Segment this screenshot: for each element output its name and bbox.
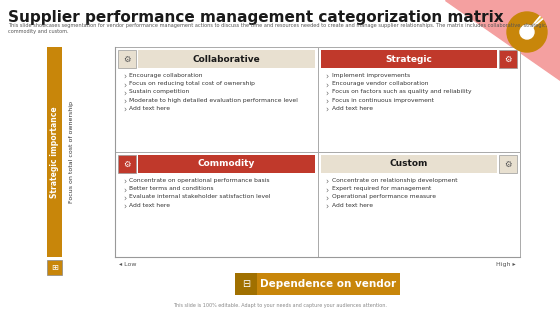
Text: Focus on reducing total cost of ownership: Focus on reducing total cost of ownershi… bbox=[129, 81, 255, 86]
Text: Concentrate on relationship development: Concentrate on relationship development bbox=[332, 178, 457, 183]
Text: ›: › bbox=[325, 89, 329, 98]
Text: Evaluate internal stakeholder satisfaction level: Evaluate internal stakeholder satisfacti… bbox=[129, 194, 270, 199]
Text: Add text here: Add text here bbox=[332, 106, 372, 111]
Text: ◂ Low: ◂ Low bbox=[119, 262, 137, 267]
Text: ⚙: ⚙ bbox=[123, 159, 130, 169]
Text: Implement improvements: Implement improvements bbox=[332, 73, 409, 78]
Polygon shape bbox=[445, 0, 560, 80]
Bar bbox=[115, 47, 318, 152]
Text: Dependence on vendor: Dependence on vendor bbox=[260, 279, 396, 289]
Text: Commodity: Commodity bbox=[198, 159, 255, 169]
Text: Sustain competition: Sustain competition bbox=[129, 89, 189, 94]
Bar bbox=[115, 152, 318, 257]
Bar bbox=[47, 260, 62, 275]
Text: ›: › bbox=[123, 73, 126, 82]
Bar bbox=[47, 47, 62, 257]
Text: Encourage vendor collaboration: Encourage vendor collaboration bbox=[332, 81, 428, 86]
Text: ›: › bbox=[325, 178, 329, 187]
Text: Collaborative: Collaborative bbox=[193, 54, 260, 64]
Text: ⚙: ⚙ bbox=[504, 159, 512, 169]
Text: ›: › bbox=[325, 73, 329, 82]
Text: ›: › bbox=[123, 89, 126, 98]
Bar bbox=[235, 273, 257, 295]
Bar bbox=[235, 273, 400, 295]
Text: ›: › bbox=[123, 106, 126, 115]
Text: ›: › bbox=[325, 98, 329, 106]
Text: ›: › bbox=[325, 194, 329, 203]
Text: Focus in continuous improvement: Focus in continuous improvement bbox=[332, 98, 433, 103]
Text: Expert required for management: Expert required for management bbox=[332, 186, 431, 191]
Text: Moderate to high detailed evaluation performance level: Moderate to high detailed evaluation per… bbox=[129, 98, 298, 103]
Text: ›: › bbox=[325, 106, 329, 115]
Text: Strategic: Strategic bbox=[385, 54, 432, 64]
Text: ›: › bbox=[325, 203, 329, 212]
Bar bbox=[138, 50, 315, 68]
Text: Supplier performance management categorization matrix: Supplier performance management categori… bbox=[8, 10, 503, 25]
Text: This slide is 100% editable. Adapt to your needs and capture your audiences atte: This slide is 100% editable. Adapt to yo… bbox=[173, 303, 387, 308]
Text: ›: › bbox=[123, 194, 126, 203]
Bar bbox=[138, 155, 315, 173]
Text: ⚙: ⚙ bbox=[504, 54, 512, 64]
Wedge shape bbox=[527, 17, 542, 32]
Text: ›: › bbox=[123, 203, 126, 212]
Text: Operational performance measure: Operational performance measure bbox=[332, 194, 436, 199]
Text: ⚙: ⚙ bbox=[123, 54, 130, 64]
Text: ›: › bbox=[123, 178, 126, 187]
Text: ⊟: ⊟ bbox=[242, 279, 250, 289]
Text: Focus on total cost of ownership: Focus on total cost of ownership bbox=[69, 101, 74, 203]
Wedge shape bbox=[507, 12, 547, 52]
Text: ⊞: ⊞ bbox=[51, 263, 58, 272]
Text: Better terms and conditions: Better terms and conditions bbox=[129, 186, 213, 191]
Bar bbox=[499, 50, 517, 68]
Text: High ▸: High ▸ bbox=[496, 262, 516, 267]
Bar bbox=[320, 155, 497, 173]
Text: Strategic importance: Strategic importance bbox=[50, 106, 59, 198]
Text: Concentrate on operational performance basis: Concentrate on operational performance b… bbox=[129, 178, 269, 183]
Text: Encourage collaboration: Encourage collaboration bbox=[129, 73, 203, 78]
Text: ›: › bbox=[123, 81, 126, 90]
Text: Add text here: Add text here bbox=[129, 203, 170, 208]
Text: ›: › bbox=[325, 186, 329, 195]
Text: Custom: Custom bbox=[390, 159, 428, 169]
Circle shape bbox=[520, 25, 534, 39]
Text: Add text here: Add text here bbox=[129, 106, 170, 111]
Text: ›: › bbox=[123, 98, 126, 106]
Text: Add text here: Add text here bbox=[332, 203, 372, 208]
Text: Focus on factors such as quality and reliability: Focus on factors such as quality and rel… bbox=[332, 89, 471, 94]
Bar bbox=[318, 152, 520, 257]
Bar bbox=[118, 155, 136, 173]
Bar bbox=[318, 47, 520, 152]
Bar bbox=[320, 50, 497, 68]
Bar bbox=[499, 155, 517, 173]
Text: ›: › bbox=[325, 81, 329, 90]
Text: This slide showcases segmentation for vendor performance management actions to d: This slide showcases segmentation for ve… bbox=[8, 23, 547, 34]
Bar bbox=[118, 50, 136, 68]
Text: ›: › bbox=[123, 186, 126, 195]
